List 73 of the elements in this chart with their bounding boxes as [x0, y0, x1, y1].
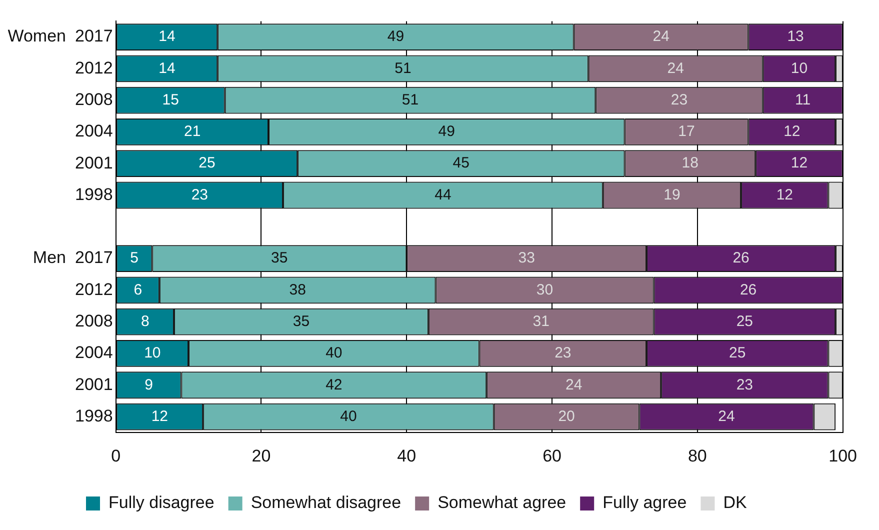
- data-label: 49: [438, 123, 455, 140]
- data-label: 12: [776, 186, 793, 204]
- data-label: 25: [729, 344, 746, 362]
- legend-label: Somewhat disagree: [250, 493, 402, 512]
- data-label: 42: [326, 376, 342, 394]
- data-label: 45: [452, 154, 470, 172]
- data-label: 35: [271, 250, 288, 267]
- data-label: 26: [740, 281, 757, 298]
- legend-label: Somewhat agree: [438, 493, 566, 512]
- data-label: 24: [667, 60, 684, 77]
- x-tick-label: 0: [111, 446, 121, 466]
- data-label: 13: [787, 28, 804, 46]
- data-label: 18: [682, 154, 698, 172]
- data-label: 35: [292, 312, 310, 330]
- data-label: 14: [158, 60, 176, 77]
- y-tick-label: 2004: [74, 122, 113, 141]
- data-label: 51: [402, 91, 419, 108]
- y-tick-label: 2017: [74, 26, 113, 46]
- legend-label: DK: [723, 493, 748, 512]
- x-tick-label: 20: [252, 446, 271, 466]
- data-label: 12: [784, 123, 800, 140]
- y-tick-label: 2012: [74, 58, 113, 78]
- data-label: 23: [670, 91, 688, 108]
- data-label: 44: [434, 186, 452, 204]
- data-label: 23: [736, 376, 754, 394]
- x-tick-label: 60: [542, 446, 562, 466]
- data-label: 23: [554, 344, 572, 362]
- data-label: 30: [536, 281, 554, 298]
- data-label: 38: [289, 281, 306, 298]
- y-tick-label: 2012: [74, 280, 113, 299]
- data-label: 5: [130, 250, 138, 267]
- data-label: 24: [652, 28, 670, 46]
- data-label: 9: [144, 376, 153, 394]
- data-label: 20: [558, 408, 575, 425]
- data-label: 21: [184, 123, 201, 140]
- data-label: 25: [736, 312, 754, 330]
- data-label: 14: [158, 28, 176, 46]
- y-tick-label: 2008: [74, 312, 113, 331]
- data-label: 11: [795, 91, 811, 108]
- data-label: 23: [191, 186, 208, 204]
- data-label: 6: [134, 281, 142, 298]
- data-label: 24: [565, 376, 582, 394]
- data-label: 12: [790, 154, 808, 172]
- data-label: 10: [790, 60, 808, 77]
- data-label: 17: [678, 123, 695, 140]
- data-label: 51: [394, 60, 412, 77]
- x-tick-label: 80: [688, 446, 707, 466]
- text: Men: [32, 248, 66, 268]
- y-tick-label: 2001: [74, 374, 113, 394]
- legend-label: Fully disagree: [108, 493, 214, 512]
- data-label: 33: [518, 250, 535, 267]
- y-tick-label: 2008: [74, 90, 113, 110]
- data-label: 40: [340, 408, 357, 425]
- x-tick-label: 40: [397, 446, 416, 466]
- data-label: 8: [140, 312, 150, 330]
- data-label: 25: [198, 154, 216, 172]
- y-tick-label: 2004: [74, 343, 113, 362]
- data-label: 31: [532, 312, 550, 330]
- data-label: 40: [326, 344, 342, 362]
- data-label: 12: [151, 408, 168, 425]
- y-tick-label: 2001: [74, 153, 113, 172]
- data-label: 15: [162, 91, 179, 108]
- y-tick-label: 1998: [74, 184, 113, 204]
- data-label: 49: [387, 28, 404, 46]
- x-tick-label: 100: [828, 446, 858, 466]
- data-label: 10: [144, 344, 161, 362]
- legend-label: Fully agree: [602, 493, 687, 512]
- data-label: 26: [732, 250, 750, 267]
- y-tick-label: 1998: [74, 406, 113, 426]
- text: Women: [8, 26, 66, 46]
- data-label: 19: [664, 186, 680, 204]
- data-label: 24: [718, 408, 735, 425]
- y-tick-label: 2017: [74, 248, 113, 268]
